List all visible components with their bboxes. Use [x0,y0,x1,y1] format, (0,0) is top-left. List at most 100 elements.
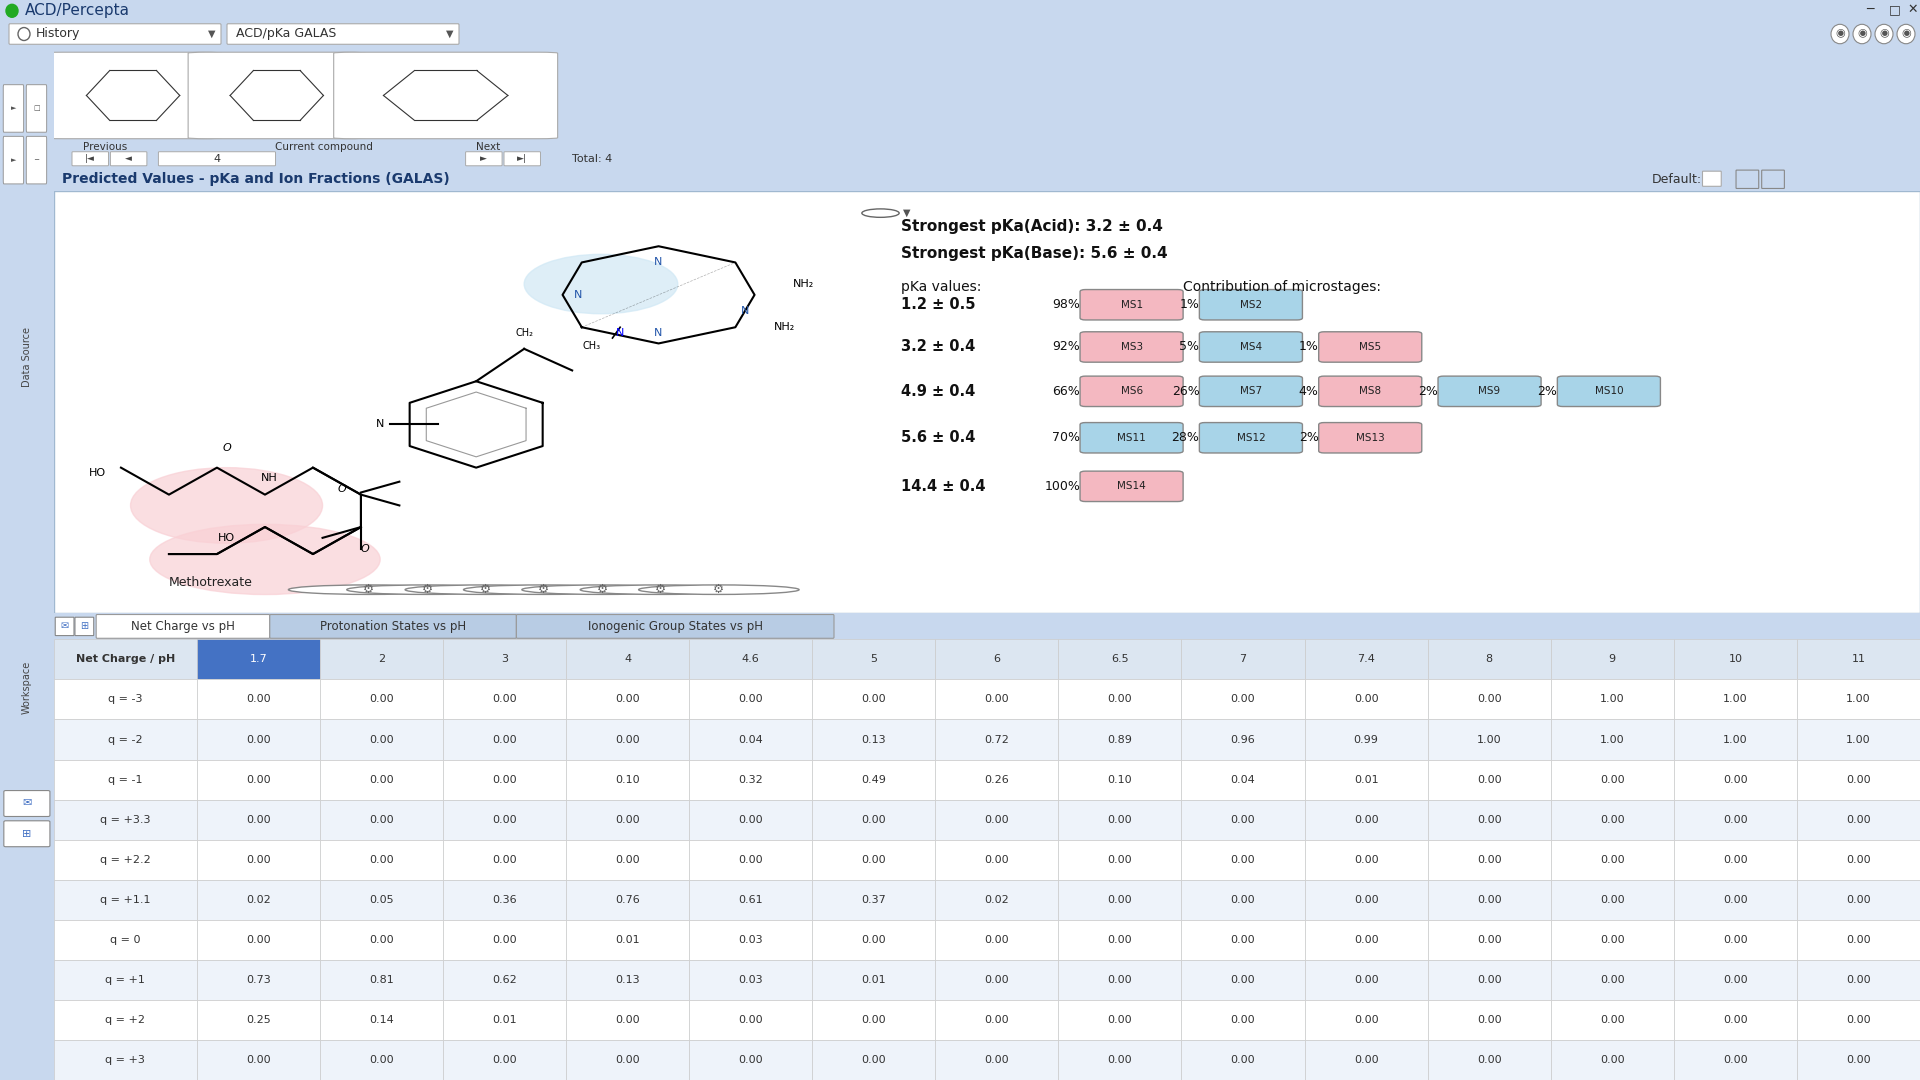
Text: MS6: MS6 [1121,387,1142,396]
Bar [1674,1040,1797,1080]
Text: 0.00: 0.00 [1354,1055,1379,1065]
Bar [812,960,935,1000]
Text: 1%: 1% [1179,298,1200,311]
Bar [566,1040,689,1080]
Text: 0.00: 0.00 [1354,694,1379,704]
Bar [196,679,321,719]
Bar [1428,719,1551,759]
FancyBboxPatch shape [10,24,221,44]
Bar [689,1040,812,1080]
Text: ►: ► [12,106,15,111]
Bar [1304,799,1428,839]
Text: 0.62: 0.62 [492,975,516,985]
Text: 0.81: 0.81 [369,975,394,985]
Text: 0.10: 0.10 [1108,774,1133,784]
Text: 0.72: 0.72 [985,734,1010,744]
Text: 0.00: 0.00 [1231,1015,1256,1025]
Text: q = +1.1: q = +1.1 [100,894,150,905]
Circle shape [17,27,31,40]
Text: ⊞: ⊞ [81,621,88,632]
Bar [1058,759,1181,799]
Text: N: N [655,327,662,338]
Text: 0.00: 0.00 [492,694,516,704]
Text: Methotrexate: Methotrexate [169,576,253,589]
Text: 0.00: 0.00 [1599,854,1624,865]
Circle shape [463,585,624,594]
Bar [1674,1000,1797,1040]
Text: 2%: 2% [1538,384,1557,397]
Ellipse shape [524,254,678,313]
Bar [935,880,1058,920]
Text: q = +3.3: q = +3.3 [100,814,150,825]
Text: 0.00: 0.00 [1476,935,1501,945]
Bar [196,960,321,1000]
Circle shape [1853,24,1870,43]
FancyBboxPatch shape [1081,422,1183,453]
Text: N: N [376,419,384,430]
Text: 1.00: 1.00 [1847,734,1870,744]
Bar [935,799,1058,839]
FancyBboxPatch shape [1081,289,1183,320]
FancyBboxPatch shape [96,615,271,638]
Text: 0.00: 0.00 [739,694,762,704]
Text: 0.00: 0.00 [614,694,639,704]
Text: 10: 10 [1728,654,1741,664]
Text: ►: ► [480,154,488,163]
Bar [935,920,1058,960]
Text: 0.00: 0.00 [862,694,885,704]
Bar [54,799,196,839]
Text: ▼: ▼ [902,208,910,218]
Text: 0.00: 0.00 [1722,1015,1747,1025]
Text: ⚙: ⚙ [655,583,666,596]
Circle shape [1876,24,1893,43]
Circle shape [862,208,899,217]
Text: 0.61: 0.61 [739,894,762,905]
Text: O: O [223,443,230,454]
Bar [54,679,196,719]
Bar [689,839,812,880]
Text: 0.00: 0.00 [1108,1055,1133,1065]
Text: q = +2.2: q = +2.2 [100,854,150,865]
FancyBboxPatch shape [27,84,46,132]
Bar [196,639,321,679]
Circle shape [288,585,449,594]
Bar [1058,719,1181,759]
Bar [1551,880,1674,920]
Bar [566,719,689,759]
Bar [1797,719,1920,759]
Text: q = -2: q = -2 [108,734,142,744]
Text: ►: ► [12,157,15,163]
Text: 0.00: 0.00 [1599,1015,1624,1025]
Bar [321,839,444,880]
Bar [1181,679,1304,719]
FancyBboxPatch shape [4,84,23,132]
Text: q = +3: q = +3 [106,1055,146,1065]
Bar [1058,920,1181,960]
Text: MS11: MS11 [1117,433,1146,443]
Bar [321,1000,444,1040]
Text: 1.2 ± 0.5: 1.2 ± 0.5 [900,297,975,312]
Text: MS10: MS10 [1596,387,1622,396]
Bar [935,679,1058,719]
Text: 92%: 92% [1052,340,1081,353]
Text: 0.25: 0.25 [246,1015,271,1025]
Text: Strongest pKa(Acid): 3.2 ± 0.4: Strongest pKa(Acid): 3.2 ± 0.4 [900,218,1164,233]
Text: 0.00: 0.00 [1476,894,1501,905]
Text: ACD/Percepta: ACD/Percepta [25,3,131,18]
Text: MS9: MS9 [1478,387,1501,396]
Bar [54,839,196,880]
Text: 0.00: 0.00 [614,1055,639,1065]
Text: HO: HO [219,532,234,543]
Bar [444,960,566,1000]
Text: 0.00: 0.00 [985,1055,1010,1065]
Bar [444,1000,566,1040]
Text: Ionogenic Group States vs pH: Ionogenic Group States vs pH [588,620,762,633]
Text: 0.76: 0.76 [614,894,639,905]
Text: 0.00: 0.00 [1354,935,1379,945]
Text: 0.00: 0.00 [246,774,271,784]
Bar [1428,920,1551,960]
Text: 0.00: 0.00 [614,854,639,865]
Text: 0.00: 0.00 [985,935,1010,945]
Text: 0.00: 0.00 [1847,854,1870,865]
Bar [321,1040,444,1080]
